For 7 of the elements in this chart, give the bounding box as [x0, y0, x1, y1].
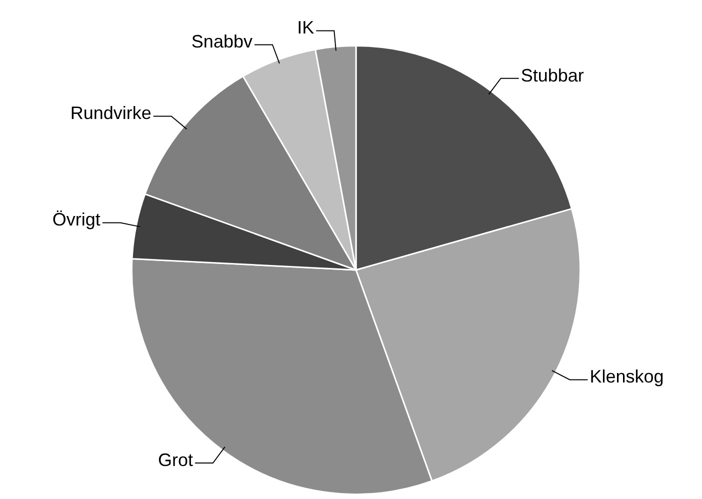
slice-label: Rundvirke: [70, 103, 152, 124]
slice-label: Klenskog: [590, 366, 664, 387]
slice-label: Snabbv: [191, 32, 252, 52]
slice-label: IK: [297, 18, 314, 38]
slice-label: Stubbar: [520, 65, 584, 86]
slice-label: Övrigt: [52, 210, 100, 230]
slice-label: Grot: [158, 450, 193, 470]
